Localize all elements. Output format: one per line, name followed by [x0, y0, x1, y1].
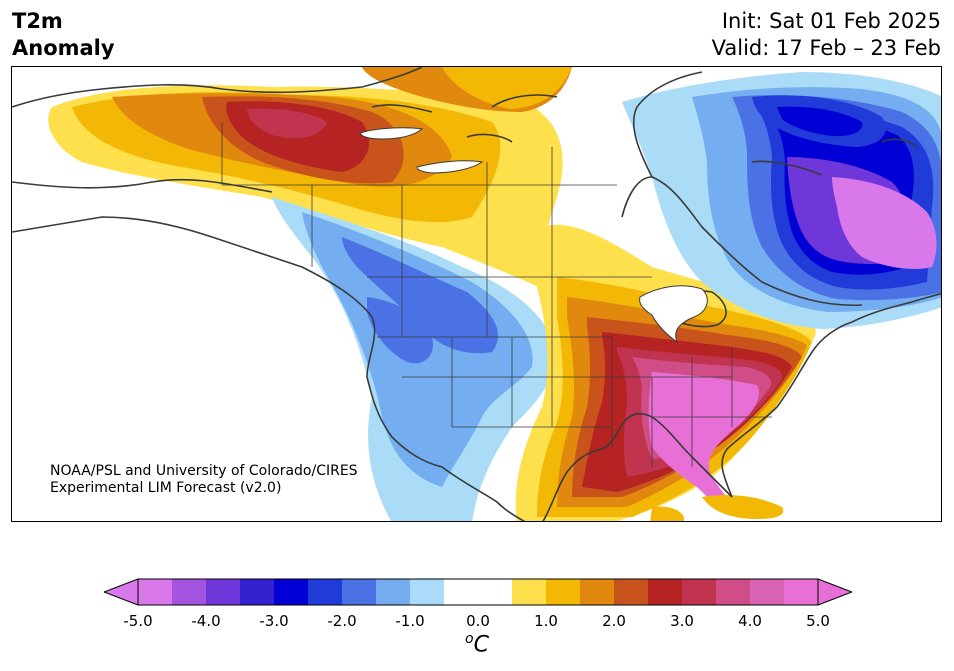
anomaly-region-yucatan-warm [650, 506, 684, 521]
colorbar-outline [137, 578, 819, 606]
credit-line-1: NOAA/PSL and University of Colorado/CIRE… [50, 463, 358, 479]
colorbar-bin [376, 579, 411, 605]
colorbar-tick-label: 4.0 [738, 612, 762, 630]
colorbar-tick-label: 5.0 [806, 612, 830, 630]
colorbar-tick-label: -2.0 [327, 612, 357, 630]
colorbar-bin [342, 579, 377, 605]
init-date: Init: Sat 01 Feb 2025 [721, 9, 941, 33]
colorbar-bin [716, 579, 751, 605]
colorbar-bin [172, 579, 207, 605]
colorbar-bin [308, 579, 343, 605]
colorbar-bin [512, 579, 547, 605]
colorbar-tick-label: 3.0 [670, 612, 694, 630]
political-borders [221, 122, 772, 467]
colorbar-tick-label: -4.0 [191, 612, 221, 630]
colorbar-bin [138, 579, 173, 605]
anomaly-region-west-cool-2 [342, 237, 498, 354]
colorbar-bin [546, 579, 581, 605]
colorbar-tick-label: 1.0 [534, 612, 558, 630]
colorbar-bin [410, 579, 445, 605]
colorbar [102, 577, 854, 611]
forecast-dates: Init: Sat 01 Feb 2025 Valid: 17 Feb – 23… [712, 8, 941, 62]
map-title: T2m Anomaly [12, 8, 115, 62]
colorbar-bin [614, 579, 649, 605]
colorbar-bin [240, 579, 275, 605]
colorbar-bin [580, 579, 615, 605]
great-slave-lake [359, 127, 424, 140]
anomaly-region-labrador-strong-cool [832, 177, 937, 269]
colorbar-bin [478, 579, 513, 605]
colorbar-tick-label: 0.0 [466, 612, 490, 630]
colorbar-bin [784, 579, 819, 605]
colorbar-bin [274, 579, 309, 605]
anomaly-region-west-cool-2b [367, 297, 433, 364]
colorbar-tick-label: -3.0 [259, 612, 289, 630]
title-variable-qualifier: Anomaly [12, 36, 115, 60]
colorbar-bin [750, 579, 785, 605]
anomaly-region-caribbean-warm [702, 495, 784, 519]
colorbar-tick-label: -1.0 [395, 612, 425, 630]
colorbar-tick-label: -5.0 [123, 612, 153, 630]
anomaly-map: NOAA/PSL and University of Colorado/CIRE… [11, 66, 942, 522]
units-degree: o [465, 631, 474, 647]
anomaly-region-southeast-strong-warm [648, 372, 760, 507]
colorbar-bin [682, 579, 717, 605]
map-canvas: NOAA/PSL and University of Colorado/CIRE… [12, 67, 941, 521]
colorbar-tick-label: 2.0 [602, 612, 626, 630]
anomaly-region-top-warm-inner [442, 67, 572, 109]
colorbar-extend-high [817, 578, 854, 606]
units-letter: C [473, 632, 489, 658]
anomaly-region-baffin-cool-inner [777, 106, 863, 137]
colorbar-bin [206, 579, 241, 605]
great-bear-lake [416, 160, 484, 174]
colorbar-bin [444, 579, 479, 605]
title-variable: T2m [12, 9, 63, 33]
great-lakes [639, 285, 708, 344]
valid-range: Valid: 17 Feb – 23 Feb [711, 36, 941, 60]
colorbar-svg [102, 578, 854, 606]
credit-line-2: Experimental LIM Forecast (v2.0) [50, 480, 281, 496]
units-label: oC [465, 631, 489, 657]
colorbar-bin [648, 579, 683, 605]
colorbar-extend-low [102, 578, 139, 606]
anomaly-region-north-warm-4 [247, 108, 327, 139]
